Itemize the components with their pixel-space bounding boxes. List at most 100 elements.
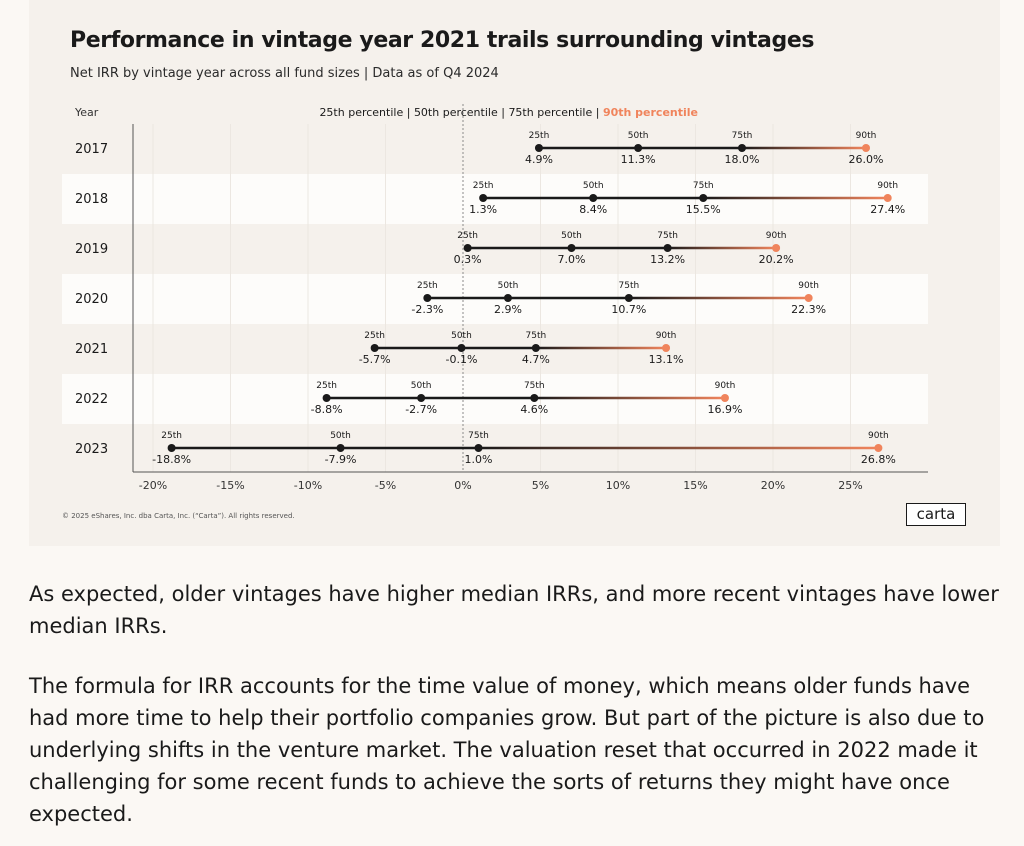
percentile-label: 25th [529, 131, 550, 141]
percentile-label: 90th [715, 381, 736, 391]
point-50th [567, 244, 576, 252]
copyright-text: © 2025 eShares, Inc. dba Carta, Inc. (“C… [62, 512, 295, 520]
value-label: 15.5% [686, 203, 721, 216]
percentile-label: 50th [561, 231, 582, 241]
percentile-label: 75th [619, 281, 640, 291]
point-90th [804, 294, 813, 302]
point-50th [417, 394, 426, 402]
point-25th [463, 244, 472, 252]
point-90th [720, 394, 729, 402]
percentile-label: 90th [656, 331, 677, 341]
value-label: 1.3% [469, 203, 497, 216]
percentile-label: 90th [856, 131, 877, 141]
x-tick-label: -5% [375, 479, 396, 492]
value-label: -2.3% [411, 303, 443, 316]
chart-card [29, 0, 1000, 546]
percentile-label: 50th [451, 331, 472, 341]
percentile-label: 90th [868, 431, 889, 441]
point-90th [662, 344, 671, 352]
value-label: 11.3% [621, 153, 656, 166]
point-25th [370, 344, 379, 352]
percentile-label: 25th [364, 331, 385, 341]
percentile-label: 50th [498, 281, 519, 291]
value-label: 20.2% [759, 253, 794, 266]
x-tick-label: -10% [294, 479, 322, 492]
value-label: 4.7% [522, 353, 550, 366]
point-75th [531, 344, 540, 352]
point-50th [589, 194, 598, 202]
point-25th [423, 294, 432, 302]
legend-separator: | [592, 106, 603, 119]
chart-title: Performance in vintage year 2021 trails … [70, 28, 815, 53]
point-50th [634, 144, 643, 152]
value-label: -0.1% [445, 353, 477, 366]
year-label: 2020 [75, 292, 108, 307]
value-label: 7.0% [558, 253, 586, 266]
legend-item: 90th percentile [603, 106, 698, 119]
percentile-label: 75th [524, 381, 545, 391]
percentile-label: 50th [411, 381, 432, 391]
percentile-label: 90th [798, 281, 819, 291]
x-tick-label: 5% [532, 479, 549, 492]
percentile-label: 25th [161, 431, 182, 441]
percentile-label: 25th [417, 281, 438, 291]
percentile-label: 50th [583, 181, 604, 191]
year-label: 2017 [75, 142, 108, 157]
percentile-label: 50th [330, 431, 351, 441]
percentile-label: 25th [473, 181, 494, 191]
point-75th [474, 444, 483, 452]
point-50th [503, 294, 512, 302]
legend-item: 25th percentile [319, 106, 403, 119]
legend-item: 50th percentile [414, 106, 498, 119]
year-label: 2022 [75, 392, 108, 407]
percentile-label: 90th [877, 181, 898, 191]
value-label: 0.3% [454, 253, 482, 266]
value-label: 1.0% [465, 453, 493, 466]
x-tick-label: 15% [683, 479, 707, 492]
value-label: 8.4% [579, 203, 607, 216]
point-50th [336, 444, 345, 452]
value-label: 26.0% [849, 153, 884, 166]
value-label: -7.9% [325, 453, 357, 466]
value-label: 16.9% [707, 403, 742, 416]
chart-subtitle: Net IRR by vintage year across all fund … [70, 66, 499, 81]
value-label: -18.8% [152, 453, 191, 466]
x-tick-label: -20% [139, 479, 167, 492]
x-tick-label: 0% [454, 479, 471, 492]
percentile-label: 75th [468, 431, 489, 441]
legend: 25th percentile | 50th percentile | 75th… [319, 106, 698, 119]
point-75th [624, 294, 633, 302]
value-label: 2.9% [494, 303, 522, 316]
percentile-label: 75th [526, 331, 547, 341]
article-paragraph-2: The formula for IRR accounts for the tim… [29, 674, 985, 826]
value-label: 27.4% [870, 203, 905, 216]
percentile-label: 25th [457, 231, 478, 241]
point-25th [167, 444, 176, 452]
year-label: 2018 [75, 192, 108, 207]
year-label: 2019 [75, 242, 108, 257]
point-75th [663, 244, 672, 252]
value-label: 18.0% [725, 153, 760, 166]
percentile-label: 75th [657, 231, 678, 241]
value-label: 4.9% [525, 153, 553, 166]
x-tick-label: -15% [216, 479, 244, 492]
value-label: -2.7% [405, 403, 437, 416]
percentile-label: 75th [693, 181, 714, 191]
value-label: 4.6% [520, 403, 548, 416]
point-25th [322, 394, 331, 402]
value-label: 13.2% [650, 253, 685, 266]
value-label: 13.1% [649, 353, 684, 366]
percentile-label: 25th [316, 381, 337, 391]
percentile-label: 90th [766, 231, 787, 241]
article-paragraph-1: As expected, older vintages have higher … [29, 582, 999, 638]
value-label: -8.8% [311, 403, 343, 416]
irr-dumbbell-chart: -20% -15% -10% -5% 0% 5% 10% 15% 20% 25% Year 25th … [62, 104, 928, 492]
percentile-label: 50th [628, 131, 649, 141]
year-label: 2021 [75, 342, 108, 357]
carta-logo: carta [906, 503, 966, 526]
point-90th [862, 144, 870, 152]
year-label: 2023 [75, 442, 108, 457]
percentile-label: 75th [732, 131, 753, 141]
point-90th [883, 194, 892, 202]
x-tick-label: 20% [761, 479, 785, 492]
